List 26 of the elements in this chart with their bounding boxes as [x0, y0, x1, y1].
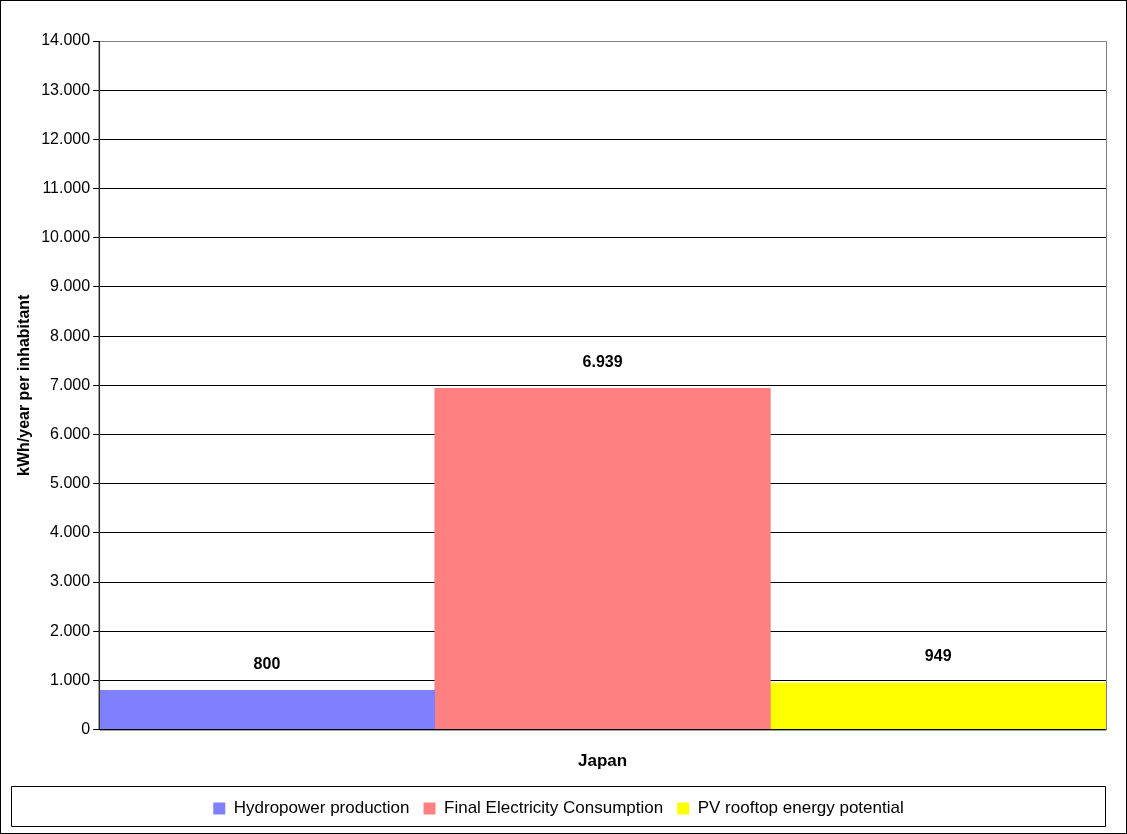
- y-tick-label: 13.000: [41, 80, 91, 98]
- y-tick-label: 8.000: [50, 326, 91, 344]
- y-tick-label: 7.000: [50, 375, 91, 393]
- y-tick-label: 11.000: [42, 178, 91, 196]
- bar: [99, 689, 436, 730]
- y-tick-label: 4.000: [50, 523, 91, 541]
- y-tick-label: 9.000: [50, 277, 91, 295]
- y-tick-label: 5.000: [50, 474, 91, 492]
- legend-label: Final Electricity Consumption: [444, 798, 664, 818]
- legend-label: Hydropower production: [233, 798, 410, 818]
- bar: [434, 387, 771, 730]
- y-tick-label: 3.000: [50, 572, 91, 590]
- legend-label: PV rooftop energy potential: [697, 798, 904, 818]
- data-label: 800: [253, 654, 281, 672]
- x-tick-label: Japan: [578, 751, 628, 771]
- y-tick-label: 10.000: [41, 228, 91, 246]
- y-tick-label: 12.000: [41, 129, 91, 147]
- bar: [770, 682, 1106, 730]
- y-tick-label: 1.000: [50, 670, 91, 688]
- y-tick-label: 6.000: [50, 424, 91, 442]
- data-label: 6.939: [582, 352, 623, 370]
- y-tick-label: 14.000: [41, 31, 91, 49]
- y-axis-title: kWh/year per inhabitant: [15, 293, 33, 476]
- data-label: 949: [924, 647, 952, 665]
- y-tick-label: 2.000: [50, 621, 91, 639]
- y-tick-label: 0: [81, 720, 91, 738]
